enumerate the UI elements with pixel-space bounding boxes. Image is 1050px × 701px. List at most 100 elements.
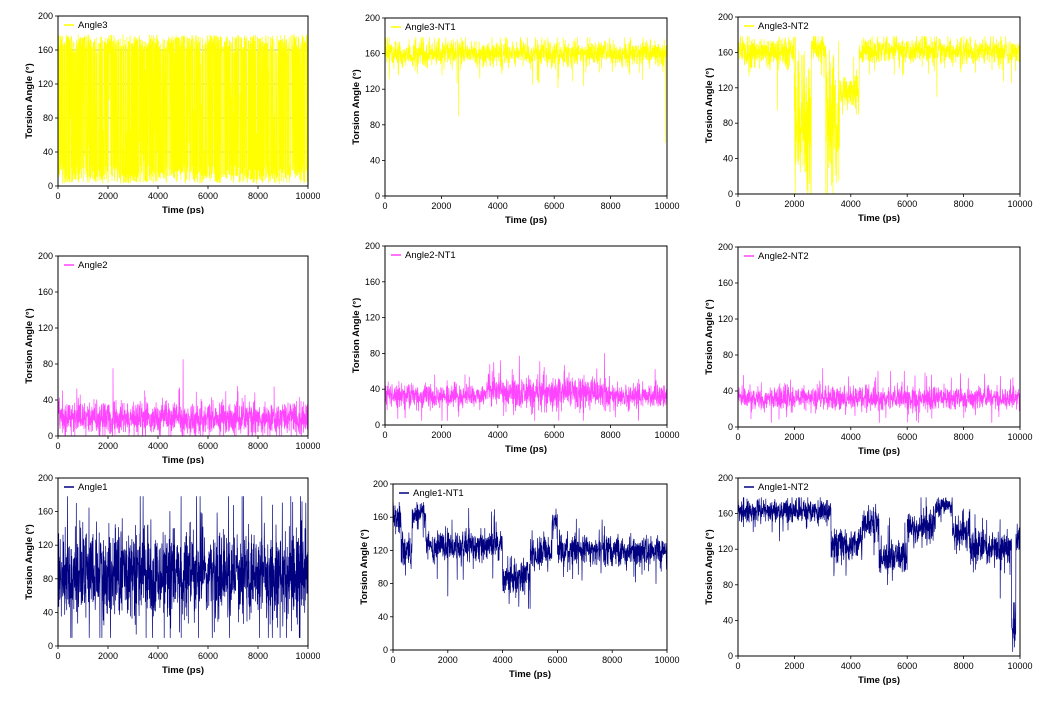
x-axis-label: Time (ps) <box>505 215 547 226</box>
x-tick-label: 0 <box>735 661 740 671</box>
y-tick-label: 120 <box>718 314 733 324</box>
x-tick-label: 4000 <box>148 441 168 451</box>
y-tick-label: 160 <box>38 45 53 55</box>
plot-area <box>737 246 1021 428</box>
x-tick-label: 8000 <box>601 201 621 211</box>
x-tick-label: 10000 <box>1007 199 1032 209</box>
series-line-angle3-nt1 <box>384 37 668 143</box>
y-tick-label: 160 <box>718 47 733 57</box>
y-tick-label: 200 <box>718 242 733 252</box>
y-tick-label: 80 <box>43 359 53 369</box>
series-line-angle1-nt1 <box>392 501 668 609</box>
x-tick-label: 4000 <box>841 432 861 442</box>
legend-label: Angle3-NT1 <box>405 22 456 33</box>
x-tick-label: 4000 <box>841 199 861 209</box>
y-tick-label: 120 <box>365 313 380 323</box>
x-tick-label: 4000 <box>148 191 168 201</box>
y-tick-label: 160 <box>38 507 53 517</box>
x-tick-label: 10000 <box>1007 432 1032 442</box>
y-tick-label: 120 <box>38 79 53 89</box>
plot-area <box>392 483 668 651</box>
x-tick-label: 10000 <box>295 651 320 661</box>
x-tick-label: 2000 <box>98 441 118 451</box>
y-tick-label: 120 <box>38 323 53 333</box>
y-tick-label: 0 <box>728 422 733 432</box>
y-tick-label: 0 <box>383 645 388 655</box>
y-tick-label: 200 <box>38 11 53 21</box>
y-tick-label: 120 <box>718 83 733 93</box>
y-tick-label: 0 <box>48 181 53 191</box>
x-tick-label: 2000 <box>784 199 804 209</box>
y-tick-label: 120 <box>718 544 733 554</box>
x-tick-label: 8000 <box>601 430 621 440</box>
x-tick-label: 0 <box>735 199 740 209</box>
x-tick-label: 2000 <box>431 201 451 211</box>
x-tick-label: 10000 <box>295 441 320 451</box>
y-axis-label: Torsion Angle (°) <box>24 308 35 384</box>
x-tick-label: 6000 <box>897 661 917 671</box>
y-tick-label: 80 <box>370 348 380 358</box>
x-tick-label: 8000 <box>954 199 974 209</box>
y-tick-label: 40 <box>378 612 388 622</box>
x-tick-label: 6000 <box>544 430 564 440</box>
x-tick-label: 10000 <box>654 655 679 665</box>
x-tick-label: 10000 <box>295 191 320 201</box>
y-tick-label: 0 <box>48 641 53 651</box>
series-line-angle3 <box>57 34 309 184</box>
x-tick-label: 6000 <box>544 201 564 211</box>
series-line-angle2-nt2 <box>737 368 1021 423</box>
y-tick-label: 80 <box>43 113 53 123</box>
plot-area <box>384 245 668 426</box>
x-tick-label: 0 <box>735 432 740 442</box>
x-tick-label: 2000 <box>784 661 804 671</box>
y-tick-label: 160 <box>365 49 380 59</box>
y-tick-label: 160 <box>718 278 733 288</box>
legend-label: Angle1 <box>78 482 108 493</box>
x-tick-label: 4000 <box>488 430 508 440</box>
y-tick-label: 0 <box>375 191 380 201</box>
x-axis-label: Time (ps) <box>162 455 204 464</box>
x-axis-label: Time (ps) <box>509 669 551 680</box>
y-axis-label: Torsion Angle (°) <box>704 529 715 605</box>
series-line-angle2-nt1 <box>384 353 668 421</box>
y-tick-label: 160 <box>718 509 733 519</box>
y-tick-label: 40 <box>370 155 380 165</box>
x-tick-label: 0 <box>55 651 60 661</box>
x-axis-label: Time (ps) <box>505 444 547 455</box>
y-tick-label: 40 <box>43 147 53 157</box>
y-tick-label: 40 <box>723 615 733 625</box>
y-tick-label: 160 <box>373 512 388 522</box>
x-tick-label: 8000 <box>954 661 974 671</box>
series-line-angle3-nt2 <box>737 36 1021 195</box>
y-axis-label: Torsion Angle (°) <box>351 298 362 374</box>
x-tick-label: 8000 <box>602 655 622 665</box>
x-tick-label: 8000 <box>248 651 268 661</box>
y-tick-label: 120 <box>373 545 388 555</box>
series-line-angle1-nt2 <box>737 497 1021 652</box>
x-axis-label: Time (ps) <box>858 675 900 686</box>
x-tick-label: 6000 <box>198 651 218 661</box>
plot-area <box>57 15 309 187</box>
y-tick-label: 160 <box>365 277 380 287</box>
x-tick-label: 2000 <box>438 655 458 665</box>
y-tick-label: 0 <box>728 189 733 199</box>
x-tick-label: 0 <box>382 430 387 440</box>
y-axis-label: Torsion Angle (°) <box>704 299 715 375</box>
y-axis-label: Torsion Angle (°) <box>359 529 370 605</box>
y-tick-label: 40 <box>43 607 53 617</box>
x-tick-label: 4000 <box>488 201 508 211</box>
x-tick-label: 6000 <box>897 432 917 442</box>
y-tick-label: 200 <box>718 12 733 22</box>
x-tick-label: 8000 <box>248 441 268 451</box>
legend-label: Angle2-NT1 <box>405 250 456 261</box>
x-tick-label: 0 <box>55 191 60 201</box>
series-line-angle1 <box>57 496 309 638</box>
